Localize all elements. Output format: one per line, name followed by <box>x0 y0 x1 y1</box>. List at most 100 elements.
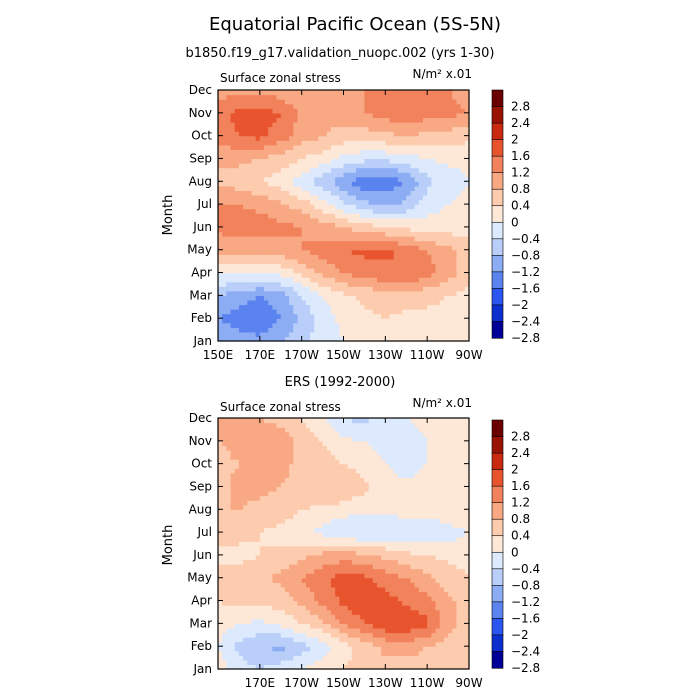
heatmap-cell <box>339 609 345 615</box>
heatmap-cell <box>435 94 441 100</box>
heatmap-cell <box>452 245 458 251</box>
heatmap-cell <box>284 618 290 624</box>
heatmap-cell <box>247 322 253 328</box>
heatmap-cell <box>376 121 382 128</box>
heatmap-cell <box>414 176 420 182</box>
heatmap-cell <box>439 614 445 620</box>
heatmap-cell <box>368 213 374 219</box>
heatmap-cell <box>314 322 319 328</box>
heatmap-cell <box>326 309 332 315</box>
heatmap-cell <box>318 108 324 114</box>
heatmap-cell <box>293 637 299 643</box>
heatmap-cell <box>243 582 248 588</box>
heatmap-cell <box>385 290 391 296</box>
heatmap-cell <box>305 94 311 100</box>
heatmap-cell <box>356 263 361 269</box>
heatmap-cell <box>326 213 332 219</box>
heatmap-cell <box>376 554 382 561</box>
heatmap-cell <box>393 222 399 228</box>
heatmap-cell <box>243 304 248 310</box>
heatmap-cell <box>330 591 336 597</box>
heatmap-cell <box>218 94 223 100</box>
heatmap-cell <box>243 167 248 173</box>
heatmap-cell <box>305 304 311 310</box>
heatmap-cell <box>410 167 416 173</box>
heatmap-cell <box>226 304 232 310</box>
heatmap-cell <box>289 258 294 265</box>
heatmap-cell <box>422 614 428 620</box>
heatmap-cell <box>443 582 449 588</box>
heatmap-cell <box>418 94 424 100</box>
heatmap-cell <box>402 595 407 602</box>
heatmap-cell <box>418 550 424 556</box>
heatmap-cell <box>251 331 257 338</box>
heatmap-cell <box>230 117 236 123</box>
heatmap-cell <box>435 258 441 265</box>
heatmap-cell <box>264 641 269 647</box>
heatmap-cell <box>351 236 357 242</box>
heatmap-cell <box>243 591 248 597</box>
heatmap-cell <box>385 103 391 109</box>
heatmap-cell <box>251 121 257 128</box>
heatmap-cell <box>360 550 366 556</box>
heatmap-cell <box>397 121 403 128</box>
heatmap-cell <box>347 646 353 652</box>
heatmap-cell <box>322 254 328 260</box>
heatmap-cell <box>414 336 420 342</box>
heatmap-cell <box>372 236 378 242</box>
heatmap-cell <box>435 249 441 255</box>
heatmap-cell <box>427 627 432 634</box>
heatmap-cell <box>330 112 336 118</box>
heatmap-cell <box>259 213 265 219</box>
heatmap-cell <box>443 327 449 333</box>
heatmap-cell <box>264 313 269 319</box>
heatmap-cell <box>364 600 370 606</box>
heatmap-cell <box>456 659 462 666</box>
heatmap-cell <box>360 318 366 324</box>
heatmap-cell <box>247 163 253 169</box>
heatmap-cell <box>326 167 332 173</box>
heatmap-cell <box>402 655 407 661</box>
heatmap-cell <box>339 267 345 274</box>
heatmap-cell <box>414 591 420 597</box>
heatmap-cell <box>410 213 416 219</box>
heatmap-cell <box>222 181 227 187</box>
heatmap-cell <box>347 163 353 169</box>
heatmap-cell <box>326 577 332 583</box>
heatmap-cell <box>385 90 391 96</box>
heatmap-cell <box>410 236 416 242</box>
heatmap-cell <box>456 126 462 132</box>
heatmap-cell <box>427 290 432 296</box>
heatmap-cell <box>356 267 361 274</box>
heatmap-cell <box>264 263 269 269</box>
heatmap-cell <box>276 121 282 128</box>
heatmap-cell <box>402 605 407 611</box>
heatmap-cell <box>289 322 294 328</box>
heatmap-cell <box>343 286 349 292</box>
heatmap-cell <box>318 632 324 638</box>
heatmap-cell <box>448 591 453 597</box>
heatmap-cell <box>443 577 449 583</box>
heatmap-cell <box>234 267 240 274</box>
heatmap-cell <box>397 545 403 551</box>
heatmap-cell <box>456 595 462 602</box>
heatmap-cell <box>326 286 332 292</box>
heatmap-cell <box>335 272 340 278</box>
heatmap-cell <box>418 618 424 624</box>
heatmap-cell <box>259 573 265 579</box>
heatmap-cell <box>314 641 319 647</box>
heatmap-cell <box>310 140 315 146</box>
heatmap-cell <box>360 559 366 565</box>
heatmap-cell <box>314 190 319 196</box>
heatmap-cell <box>330 614 336 620</box>
heatmap-cell <box>422 185 428 191</box>
y-tick-label: Apr <box>191 266 212 280</box>
heatmap-cell <box>385 595 391 602</box>
heatmap-cell <box>431 309 437 315</box>
heatmap-cell <box>280 322 286 328</box>
heatmap-cell <box>347 286 353 292</box>
heatmap-cell <box>289 158 294 164</box>
heatmap-cell <box>339 627 345 634</box>
heatmap-cell <box>343 131 349 137</box>
heatmap-cell <box>443 655 449 661</box>
